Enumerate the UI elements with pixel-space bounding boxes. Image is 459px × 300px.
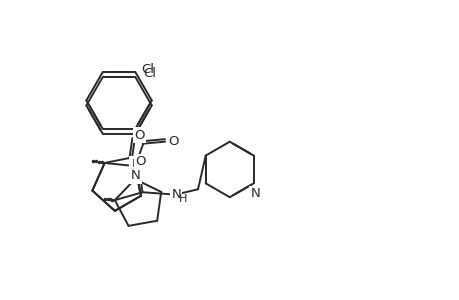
Text: O: O	[168, 135, 178, 148]
Text: N: N	[130, 169, 140, 182]
Text: H: H	[179, 194, 187, 204]
Text: N: N	[131, 158, 141, 171]
Text: N: N	[250, 187, 260, 200]
Text: O: O	[135, 155, 146, 169]
Text: Cl: Cl	[141, 63, 154, 76]
Text: O: O	[134, 129, 145, 142]
Text: N: N	[171, 188, 181, 201]
Text: Cl: Cl	[143, 67, 156, 80]
